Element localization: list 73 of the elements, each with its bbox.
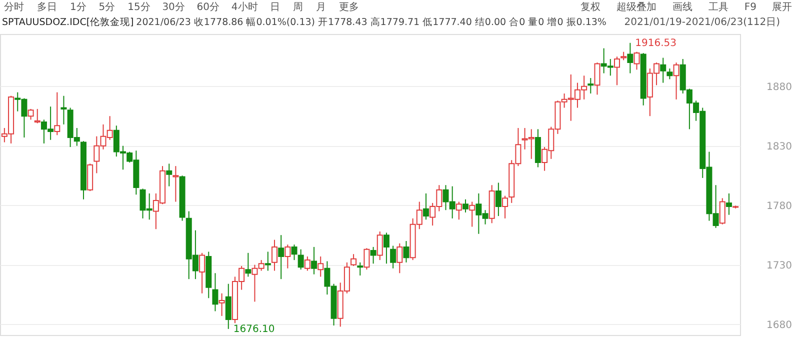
candlestick bbox=[456, 201, 462, 220]
candlestick bbox=[212, 272, 218, 312]
candlestick bbox=[390, 245, 396, 269]
y-tick-label: 1880 bbox=[766, 82, 792, 93]
candlestick bbox=[318, 256, 324, 278]
candlestick bbox=[264, 251, 271, 272]
candlestick bbox=[311, 246, 318, 275]
candlestick bbox=[627, 42, 634, 74]
text: 4小时 bbox=[231, 1, 258, 13]
candlestick bbox=[284, 244, 291, 269]
candlestick bbox=[588, 78, 594, 94]
candlestick bbox=[350, 254, 357, 266]
candlestick bbox=[364, 248, 370, 270]
text: 多日 bbox=[37, 1, 57, 13]
candlestick bbox=[60, 95, 67, 125]
candlestick bbox=[383, 232, 390, 264]
text: 展开 bbox=[772, 2, 792, 13]
text: 1分 bbox=[70, 1, 86, 13]
candlestick bbox=[502, 195, 508, 219]
candlestick bbox=[469, 201, 476, 228]
chart-subtitle: 2021/06/23 收1778.86 幅0.01%(0.13) 开1778.43 高1779.71 低1777.40 结0.00 合0 量0 增0 振0.13% bbox=[136, 16, 606, 28]
candlestick bbox=[199, 252, 206, 294]
text: 15分 bbox=[128, 1, 150, 13]
text: 工具 bbox=[708, 2, 728, 13]
y-tick-label: 1730 bbox=[766, 260, 792, 272]
candlestick bbox=[278, 234, 284, 280]
candlestick bbox=[172, 166, 179, 202]
candlestick bbox=[54, 92, 60, 136]
candlestick bbox=[298, 248, 304, 270]
candlestick bbox=[245, 252, 252, 278]
candlestick bbox=[218, 292, 225, 316]
candlestick bbox=[225, 283, 232, 330]
chart-title: SPTAUUSDOZ.IDC[伦敦金现] bbox=[2, 16, 134, 28]
annotation: 1916.53 bbox=[635, 38, 677, 49]
candlestick bbox=[304, 256, 310, 272]
text: 分时 bbox=[4, 1, 24, 13]
candlestick bbox=[673, 62, 680, 100]
text: 5分 bbox=[98, 1, 116, 13]
text: 更多 bbox=[339, 1, 360, 13]
annotation: 1676.10 bbox=[233, 324, 275, 335]
text: 周 bbox=[293, 2, 304, 13]
candlestick bbox=[357, 262, 364, 276]
candlestick bbox=[28, 108, 34, 120]
candlestick bbox=[719, 198, 726, 225]
text: 60分 bbox=[196, 1, 220, 13]
candlestick bbox=[614, 56, 620, 86]
candlestick bbox=[660, 57, 666, 84]
candlestick bbox=[403, 240, 410, 263]
candlestick bbox=[594, 62, 600, 96]
candlestick bbox=[462, 198, 469, 213]
y-tick-label: 1830 bbox=[766, 141, 792, 152]
candlestick bbox=[726, 192, 732, 216]
candlestick bbox=[370, 246, 376, 264]
text: 超级叠加 bbox=[616, 1, 656, 13]
candlestick bbox=[495, 182, 502, 217]
candlestick bbox=[271, 239, 278, 272]
y-tick-label: 1680 bbox=[766, 320, 792, 331]
text: 2021/01/19-2021/06/23(112日) bbox=[624, 17, 780, 28]
candlestick bbox=[666, 68, 673, 80]
text: 画线 bbox=[672, 1, 692, 13]
candlestick bbox=[376, 230, 383, 261]
candlestick bbox=[291, 244, 298, 261]
candlestick bbox=[396, 242, 403, 274]
candlestick bbox=[166, 163, 172, 187]
text: 月 bbox=[316, 2, 326, 13]
candlestick bbox=[34, 108, 40, 124]
y-tick-label: 1780 bbox=[766, 200, 792, 212]
text: 日 bbox=[270, 2, 280, 13]
text: 复权 bbox=[580, 1, 600, 13]
candlestick bbox=[422, 192, 429, 220]
text: 30分 bbox=[162, 1, 185, 13]
text: F9 bbox=[744, 2, 757, 13]
candlestick bbox=[634, 51, 640, 70]
